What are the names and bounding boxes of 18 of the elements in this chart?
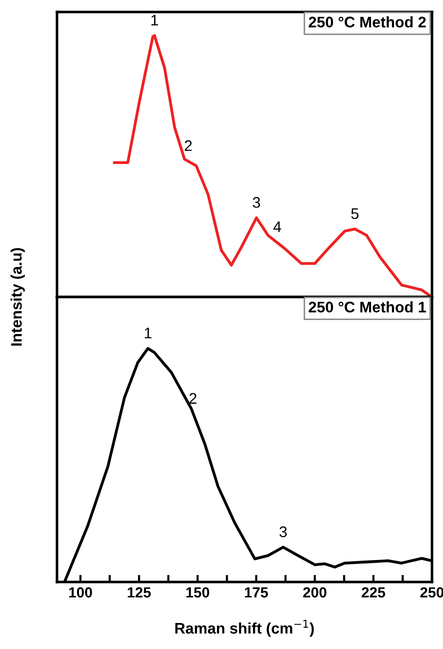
- x-tick-label: 100: [69, 587, 92, 598]
- annotation: 2: [189, 393, 196, 404]
- x-tick-label: 225: [362, 587, 386, 598]
- annotation: 3: [280, 526, 287, 538]
- annotation: 3: [252, 196, 260, 208]
- y-axis-title: Intensity (a.u): [10, 248, 25, 346]
- x-tick-label: 125: [128, 587, 151, 598]
- annotation: 4: [273, 221, 282, 232]
- annotation: 1: [151, 14, 158, 26]
- x-tick-label: 175: [244, 587, 268, 598]
- x-tick-label: 150: [186, 587, 210, 598]
- x-axis-title: Raman shift (cm$^{−1}$): [175, 620, 314, 637]
- annotation: 2: [184, 140, 192, 151]
- x-tick-label: 200: [303, 587, 326, 598]
- chart-title: 250 °C Method 2: [308, 16, 426, 28]
- annotation: 1: [144, 328, 152, 338]
- annotation: 5: [351, 208, 358, 220]
- chart-title: 250 °C Method 1: [308, 301, 426, 312]
